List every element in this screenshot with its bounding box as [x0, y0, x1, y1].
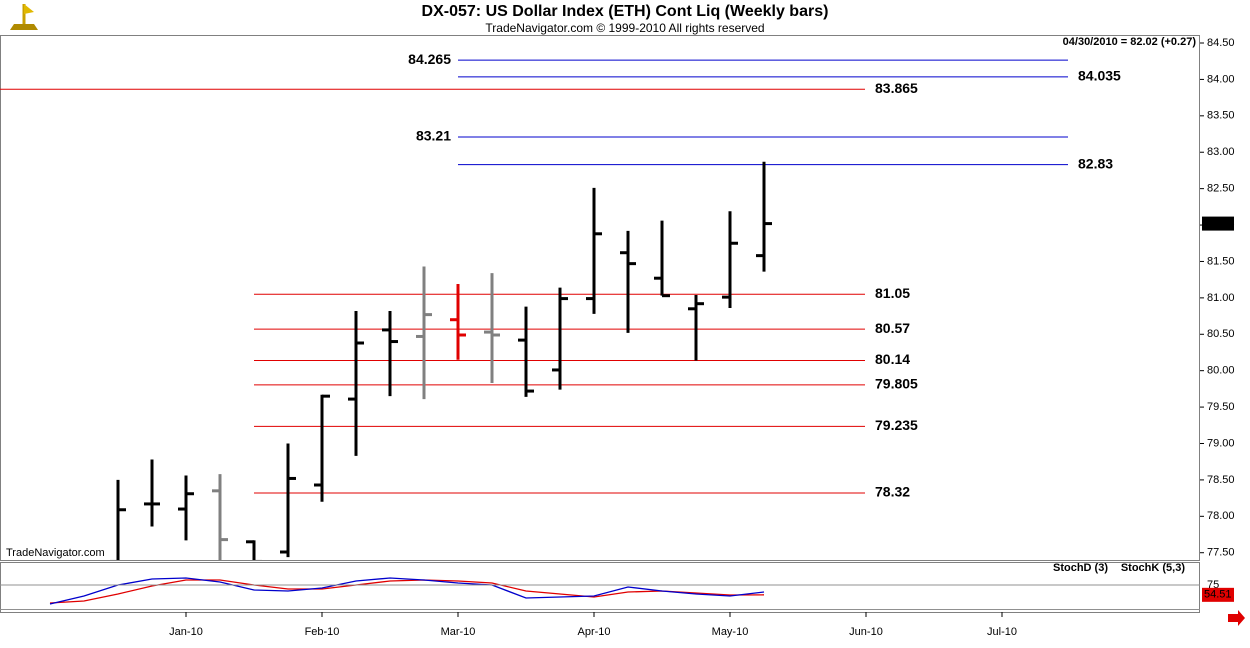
level-label: 79.805 — [875, 376, 918, 392]
y-tick-label: 82.50 — [1207, 183, 1235, 195]
level-label: 78.32 — [875, 484, 910, 500]
y-tick-label: 80.50 — [1207, 328, 1235, 340]
scroll-arrow[interactable] — [1228, 610, 1245, 626]
watermark: TradeNavigator.com — [6, 547, 105, 559]
level-label: 84.265 — [408, 51, 451, 67]
level-label: 79.235 — [875, 417, 918, 433]
y-tick-label: 80.00 — [1207, 365, 1235, 377]
chart-title: DX-057: US Dollar Index (ETH) Cont Liq (… — [422, 3, 829, 20]
last-price-label: 82.02 — [1204, 217, 1232, 229]
y-tick-label: 84.50 — [1207, 37, 1235, 49]
x-tick-label: Jul-10 — [987, 626, 1017, 638]
last-stoch-box — [1202, 587, 1234, 602]
level-label: 81.05 — [875, 285, 910, 301]
y-tick-label: 78.00 — [1207, 510, 1235, 522]
stoch-panel — [0, 562, 1200, 613]
y-tick-label: 78.50 — [1207, 474, 1235, 486]
x-tick-label: Apr-10 — [577, 626, 610, 638]
legend-entry: StochK (5,3) — [1121, 562, 1186, 574]
y-tick-label: 81.50 — [1207, 255, 1235, 267]
x-tick-label: Feb-10 — [305, 626, 340, 638]
main-panel — [0, 35, 1200, 561]
level-label: 83.865 — [875, 80, 918, 96]
stoch-plot — [49, 577, 765, 605]
y-tick-label: 79.00 — [1207, 437, 1235, 449]
y-tick-label: 79.50 — [1207, 401, 1235, 413]
level-label: 82.83 — [1078, 155, 1113, 171]
legend-entry: StochD (3) — [1053, 562, 1108, 574]
x-tick-label: Mar-10 — [441, 626, 476, 638]
x-tick-label: Jun-10 — [849, 626, 883, 638]
y-tick-label: 84.00 — [1207, 73, 1235, 85]
level-label: 80.14 — [875, 351, 910, 367]
level-label: 84.035 — [1078, 68, 1121, 84]
last-stoch-label: 54.51 — [1204, 589, 1232, 601]
y-tick-label: 83.00 — [1207, 146, 1235, 158]
chart-subtitle: TradeNavigator.com © 1999-2010 All right… — [485, 21, 764, 35]
last-price-box — [1202, 216, 1234, 231]
level-label: 83.21 — [416, 128, 451, 144]
y-tick-label: 77.50 — [1207, 547, 1235, 559]
price-annotation: 04/30/2010 = 82.02 (+0.27) — [1063, 36, 1197, 48]
stoch-line — [49, 579, 765, 604]
logo — [10, 4, 38, 30]
level-label: 80.57 — [875, 320, 910, 336]
x-tick-label: May-10 — [712, 626, 749, 638]
y-tick-label: 83.50 — [1207, 110, 1235, 122]
stoch-line — [49, 577, 765, 605]
x-tick-label: Jan-10 — [169, 626, 203, 638]
main-plot — [0, 59, 1068, 560]
y-tick-label: 81.00 — [1207, 292, 1235, 304]
